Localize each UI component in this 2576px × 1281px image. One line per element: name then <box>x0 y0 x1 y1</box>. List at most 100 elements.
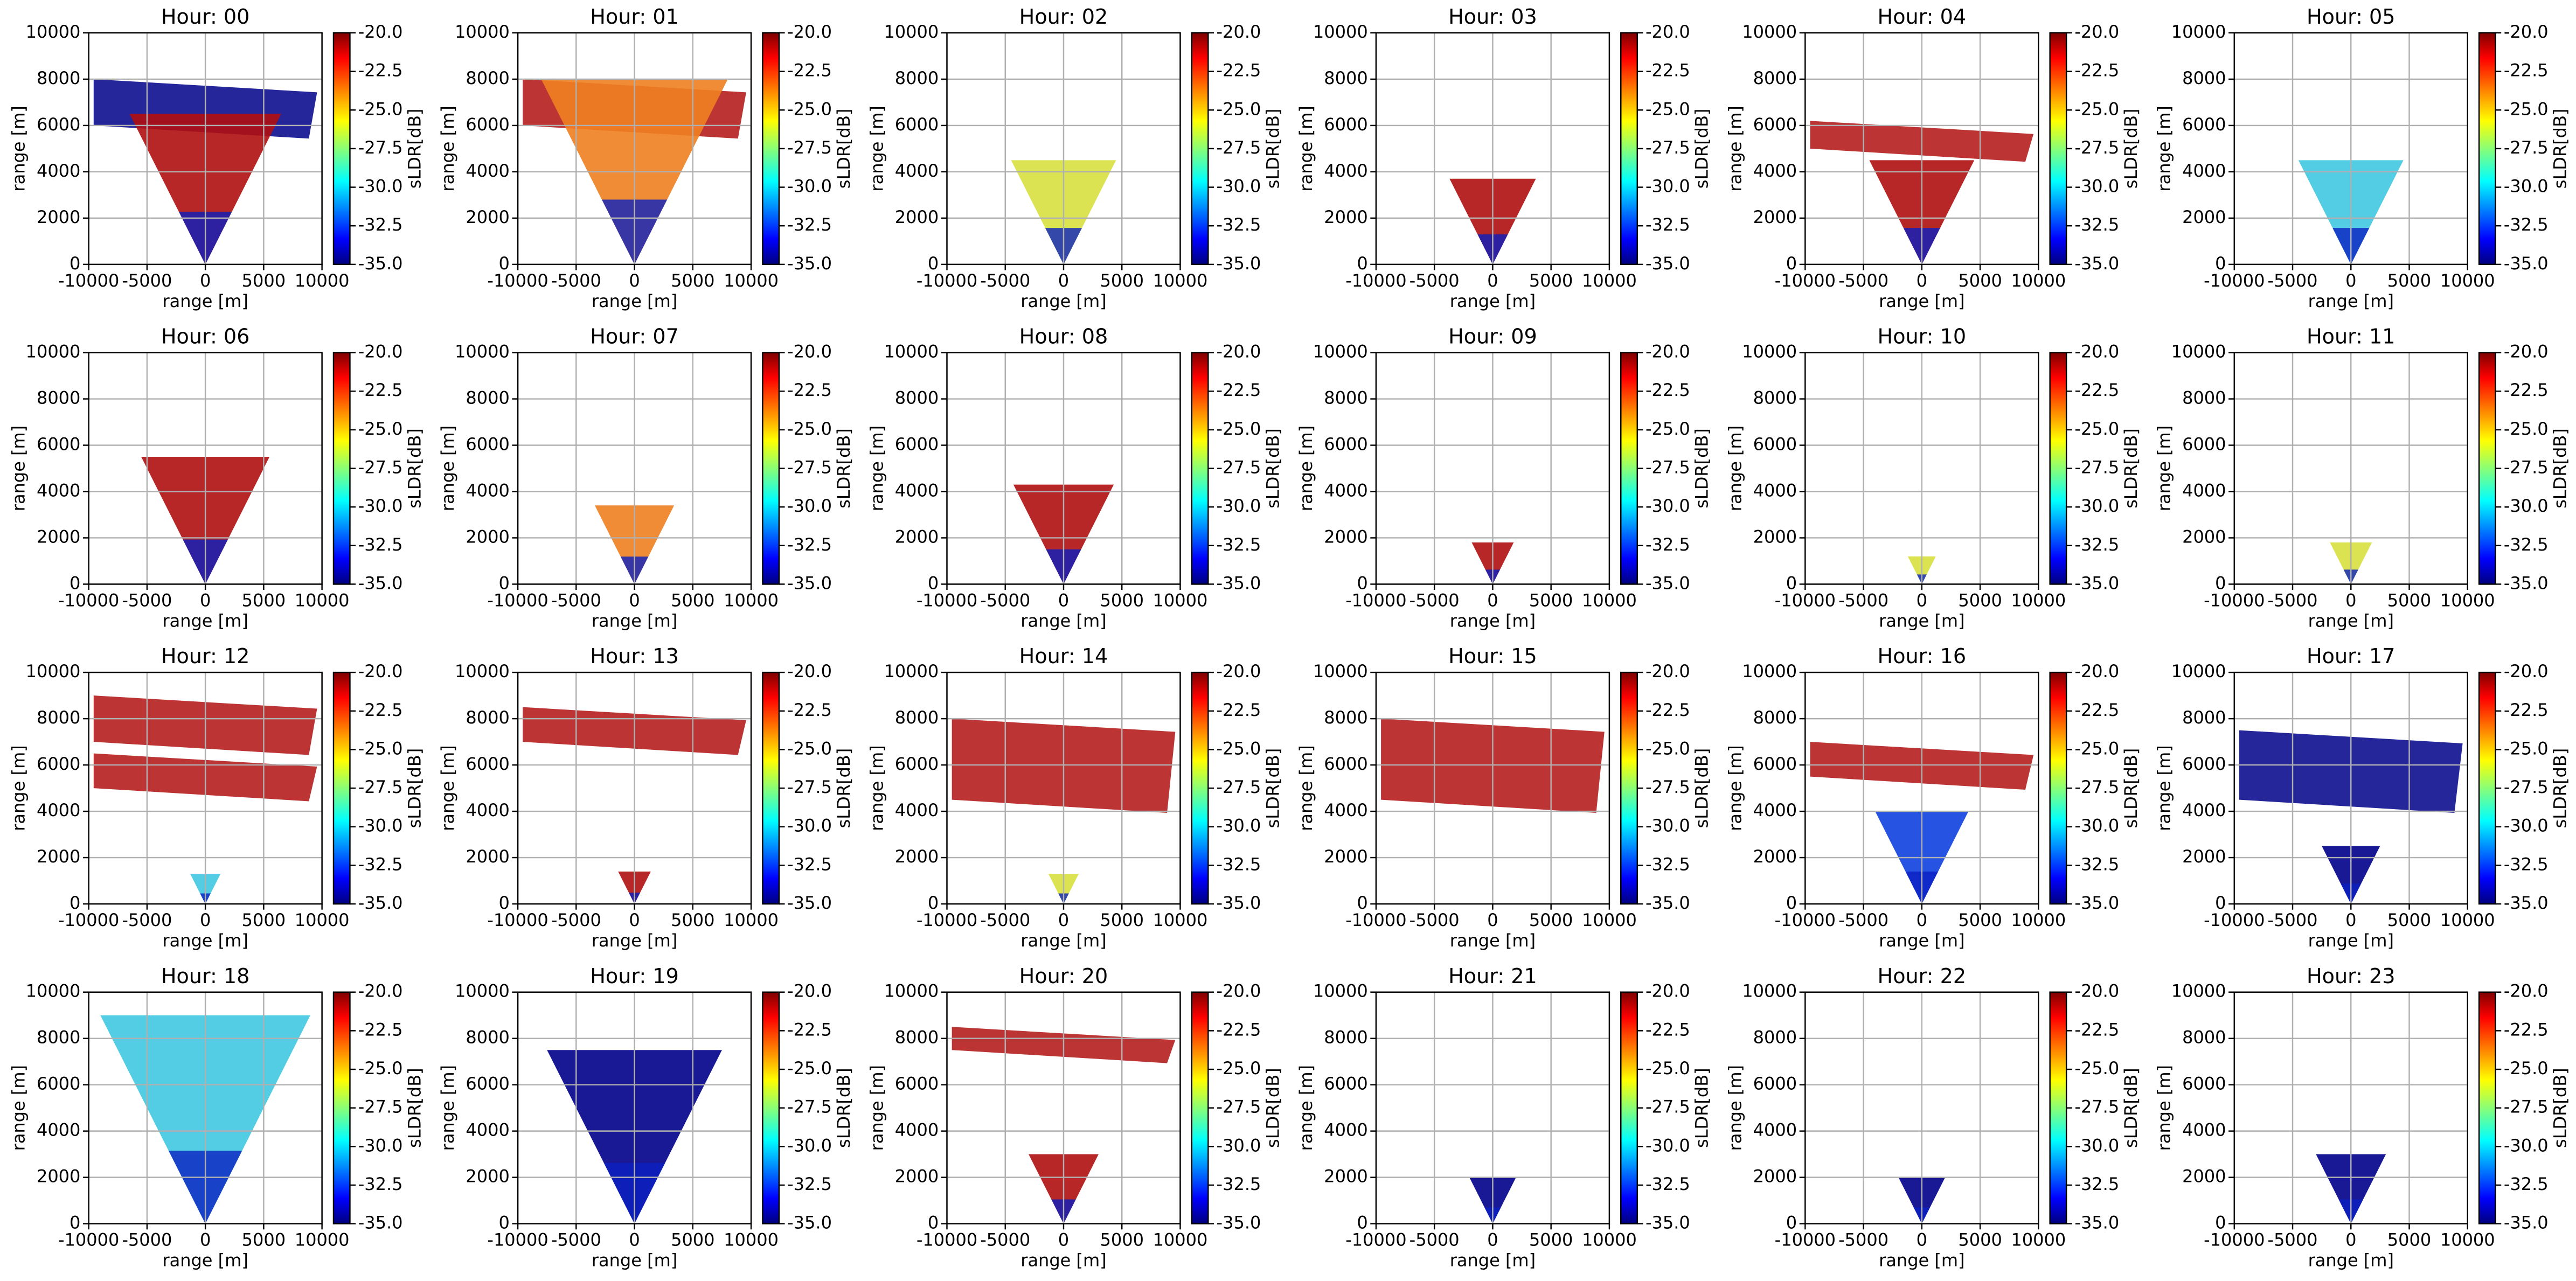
x-tick-label: -5000 <box>980 270 1030 291</box>
y-tick-label: 6000 <box>466 1074 509 1094</box>
colorbar-tick-label: -22.5 <box>1217 60 1261 81</box>
colorbar-tick-label: -30.0 <box>1645 1135 1690 1155</box>
x-tick-label: 10000 <box>724 590 779 610</box>
colorbar-tick-label: -27.5 <box>358 777 403 797</box>
y-tick-label: 4000 <box>466 480 509 500</box>
colorbar-tick-label: -30.0 <box>2504 1135 2549 1155</box>
colorbar-tick-label: -25.0 <box>787 738 832 758</box>
colorbar-tick-label: -30.0 <box>787 1135 832 1155</box>
colorbar-tick-label: -20.0 <box>2074 22 2119 42</box>
y-tick-label: 2000 <box>895 207 939 227</box>
panel-title: Hour: 15 <box>1448 644 1537 668</box>
x-axis-label: range [m] <box>1020 1250 1106 1271</box>
x-tick-label: 10000 <box>724 270 779 291</box>
y-tick-label: 0 <box>928 573 939 593</box>
y-tick-label: 10000 <box>1742 342 1797 362</box>
x-tick-label: 5000 <box>242 270 286 291</box>
colorbar <box>762 352 780 585</box>
colorbar-tick-label: -27.5 <box>2074 777 2119 797</box>
x-tick-label: -10000 <box>916 590 977 610</box>
y-tick-label: 4000 <box>2182 161 2226 181</box>
y-tick-label: 2000 <box>37 846 80 867</box>
y-tick-label: 10000 <box>884 981 939 1001</box>
colorbar-tick-label: -25.0 <box>2504 99 2549 119</box>
x-axis-label: range [m] <box>592 291 677 311</box>
colorbar-tick-label: -35.0 <box>2074 1213 2119 1233</box>
colorbar-tick-label: -30.0 <box>1217 816 1261 836</box>
axes-frame <box>1375 671 1610 905</box>
x-tick-label: 5000 <box>1958 1230 2002 1250</box>
y-tick-label: 4000 <box>1324 1120 1367 1140</box>
colorbar-label: sLDR[dB] <box>2550 428 2571 509</box>
colorbar-tick-label: -20.0 <box>787 342 832 362</box>
y-tick-label: 4000 <box>1324 480 1367 500</box>
y-tick-label: 0 <box>1786 573 1797 593</box>
colorbar <box>332 352 351 585</box>
colorbar-tick-label: -20.0 <box>1645 661 1690 681</box>
y-tick-label: 10000 <box>1313 342 1368 362</box>
x-tick-label: -5000 <box>2268 270 2318 291</box>
x-tick-label: -10000 <box>1345 270 1406 291</box>
colorbar-label: sLDR[dB] <box>1262 428 1283 509</box>
colorbar-tick-label: -25.0 <box>358 99 403 119</box>
colorbar-tick-label: -27.5 <box>2504 457 2549 477</box>
x-axis-label: range [m] <box>1450 930 1536 951</box>
colorbar <box>2478 32 2496 266</box>
colorbar-tick-label: -22.5 <box>2504 380 2549 400</box>
y-axis-label: range [m] <box>2154 1065 2175 1151</box>
x-tick-label: 10000 <box>1582 1230 1637 1250</box>
colorbar-tick-label: -30.0 <box>787 816 832 836</box>
y-tick-label: 8000 <box>1753 707 1797 728</box>
y-tick-label: 8000 <box>37 707 80 728</box>
colorbar-tick-label: -32.5 <box>2074 534 2119 555</box>
colorbar-tick-label: -20.0 <box>2074 661 2119 681</box>
y-tick-label: 4000 <box>895 1120 939 1140</box>
colorbar <box>2478 671 2496 905</box>
y-tick-label: 8000 <box>466 388 509 408</box>
x-axis-label: range [m] <box>1450 291 1536 311</box>
y-axis-label: range [m] <box>1725 106 1745 191</box>
x-tick-label: -5000 <box>122 590 172 610</box>
colorbar-tick-label: -35.0 <box>2504 893 2549 913</box>
colorbar-tick-label: -22.5 <box>1645 60 1690 81</box>
y-axis-label: range [m] <box>9 745 29 831</box>
x-tick-label: 5000 <box>671 1230 714 1250</box>
x-axis-label: range [m] <box>1020 611 1106 631</box>
colorbar-label: sLDR[dB] <box>404 109 425 189</box>
panel-title: Hour: 00 <box>161 5 250 29</box>
x-tick-label: 5000 <box>1529 1230 1573 1250</box>
colorbar-tick-label: -35.0 <box>787 893 832 913</box>
colorbar-tick-label: -27.5 <box>1217 777 1261 797</box>
colorbar-tick-label: -27.5 <box>1217 1097 1261 1117</box>
y-tick-label: 10000 <box>455 22 510 42</box>
x-tick-label: 0 <box>1058 1230 1069 1250</box>
y-tick-label: 10000 <box>884 22 939 42</box>
x-tick-label: -5000 <box>1409 1230 1460 1250</box>
x-axis-label: range [m] <box>162 291 248 311</box>
y-tick-label: 2000 <box>37 526 80 547</box>
x-tick-label: 0 <box>1487 910 1498 930</box>
y-axis-label: range [m] <box>438 106 458 191</box>
y-tick-label: 10000 <box>1742 661 1797 681</box>
y-tick-label: 8000 <box>1753 1027 1797 1048</box>
colorbar-tick-label: -27.5 <box>787 777 832 797</box>
colorbar-tick-label: -32.5 <box>2074 854 2119 874</box>
x-tick-label: -10000 <box>1775 910 1836 930</box>
x-tick-label: 0 <box>1058 910 1069 930</box>
x-tick-label: 10000 <box>2440 590 2495 610</box>
y-tick-label: 2000 <box>895 526 939 547</box>
colorbar-tick-label: -25.0 <box>2504 419 2549 439</box>
colorbar-tick-label: -22.5 <box>1217 1019 1261 1040</box>
x-tick-label: 0 <box>2345 1230 2356 1250</box>
axes-frame <box>946 671 1181 905</box>
colorbar <box>2049 671 2067 905</box>
colorbar <box>1191 671 1209 905</box>
panel-title: Hour: 01 <box>590 5 679 29</box>
x-tick-label: 5000 <box>2387 270 2431 291</box>
y-axis-label: range [m] <box>1296 745 1316 831</box>
x-tick-label: -10000 <box>916 910 977 930</box>
panel: -10000 -5000 0 5000 10000 0 2000 4000 6000 8000 10… <box>866 964 1283 1271</box>
colorbar-tick-label: -25.0 <box>787 1058 832 1078</box>
y-tick-label: 10000 <box>2171 661 2226 681</box>
